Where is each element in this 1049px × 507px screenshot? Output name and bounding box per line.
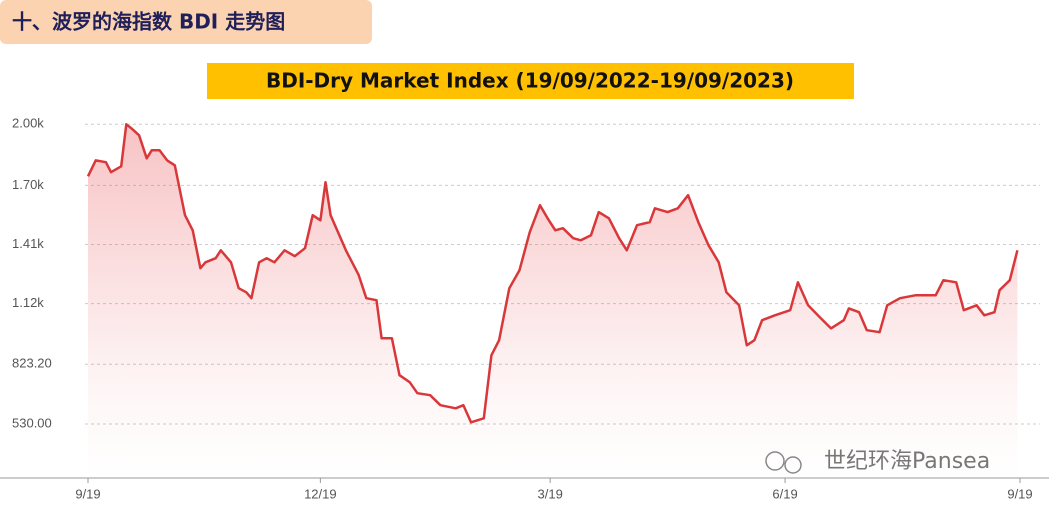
y-tick-label: 1.12k	[12, 295, 44, 310]
y-tick-label: 1.70k	[12, 177, 44, 192]
title-box	[207, 63, 854, 99]
x-tick-label: 9/19	[1007, 486, 1032, 501]
plot: 2.00k 1.70k 1.41k 1.12k 823.20 530.00	[12, 116, 1040, 479]
area-fill	[88, 124, 1018, 479]
x-tick-label: 12/19	[304, 486, 337, 501]
y-tick-label: 530.00	[12, 415, 52, 430]
line	[86, 123, 1019, 424]
x-tick-label: 9/19	[75, 486, 100, 501]
y-tick-label: 1.41k	[12, 236, 44, 251]
x-tick-label: 6/19	[772, 486, 797, 501]
watermark-icon	[784, 456, 802, 474]
chart-title: BDI-Dry Market Index (19/09/2022-19/09/2…	[266, 69, 794, 93]
y-tick-label: 2.00k	[12, 116, 44, 131]
header-box	[0, 0, 372, 44]
header-title: 十、波罗的海指数 BDI 走势图	[12, 10, 285, 34]
watermark: 世纪环海Pansea	[765, 449, 990, 474]
watermark-icon	[765, 451, 785, 471]
x-tick-label: 3/19	[538, 486, 563, 501]
y-tick-label: 823.20	[12, 356, 52, 371]
watermark-text: 世纪环海Pansea	[824, 449, 990, 474]
